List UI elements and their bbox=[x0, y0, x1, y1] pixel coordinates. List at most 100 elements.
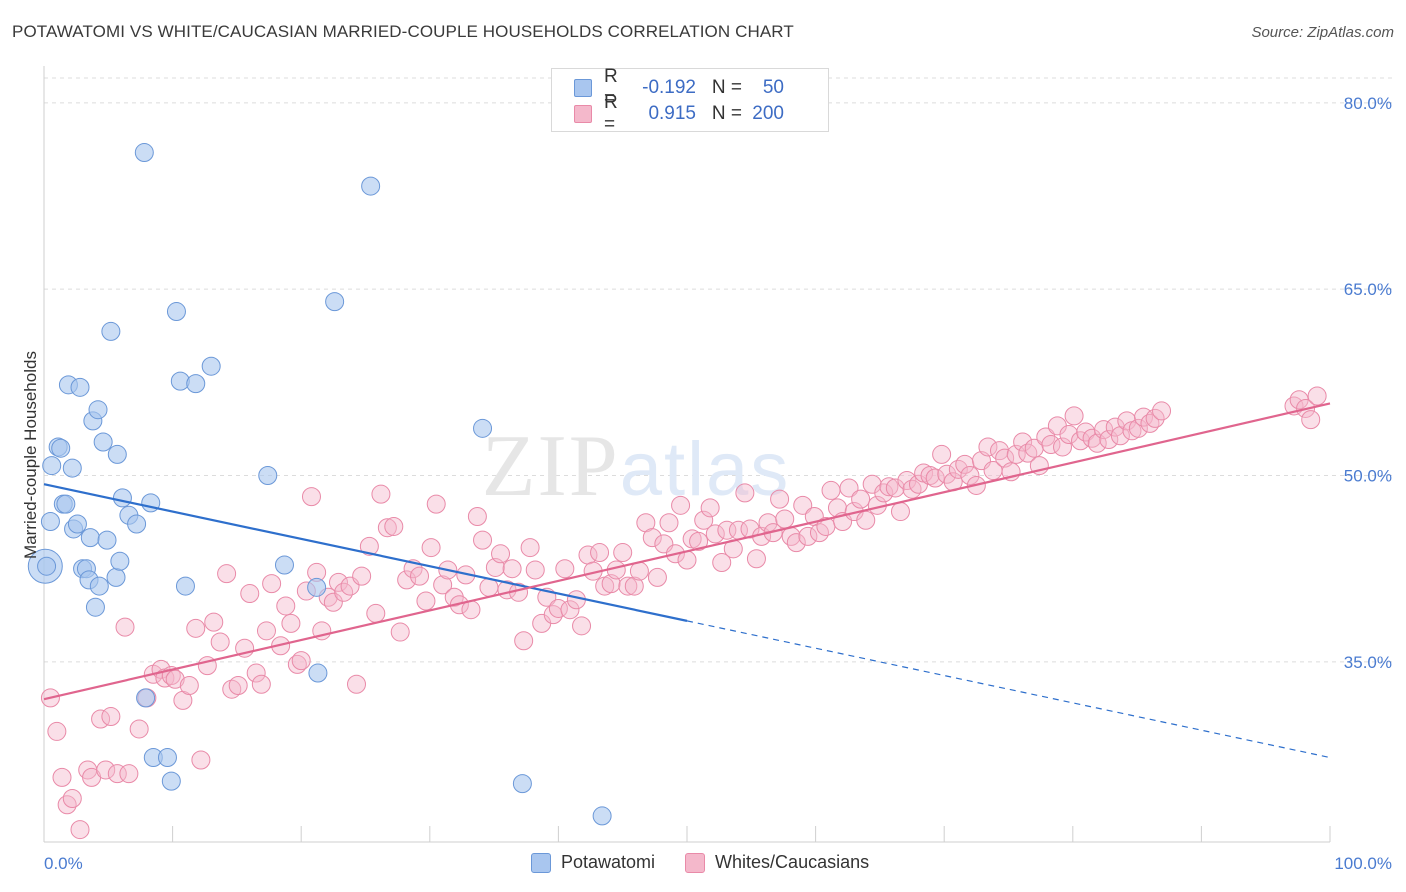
data-point-whites bbox=[352, 566, 372, 586]
trendline-potawatomi-extension bbox=[686, 620, 1331, 759]
data-point-whites bbox=[618, 576, 638, 596]
data-point-whites bbox=[1018, 443, 1038, 463]
data-point-potawatomi bbox=[512, 774, 532, 794]
data-point-potawatomi bbox=[258, 466, 278, 486]
data-point-whites bbox=[421, 538, 441, 558]
data-point-potawatomi bbox=[161, 771, 181, 791]
data-point-potawatomi bbox=[93, 432, 113, 452]
legend-r-value: 0.915 bbox=[648, 103, 696, 124]
data-point-whites bbox=[572, 616, 592, 636]
legend-r-label: R = bbox=[604, 66, 618, 109]
data-point-whites bbox=[52, 767, 72, 787]
y-tick-label: 50.0% bbox=[1344, 467, 1392, 486]
data-point-whites bbox=[222, 679, 242, 699]
data-point-whites bbox=[659, 513, 679, 533]
data-point-whites bbox=[416, 591, 436, 611]
data-point-whites bbox=[613, 543, 633, 563]
bottom-legend-whites[interactable]: Whites/Caucasians bbox=[685, 852, 869, 873]
data-point-whites bbox=[328, 572, 348, 592]
data-point-whites bbox=[514, 631, 534, 651]
y-tick-label: 80.0% bbox=[1344, 94, 1392, 113]
data-point-whites bbox=[624, 576, 644, 596]
data-point-whites bbox=[101, 707, 121, 727]
data-point-potawatomi bbox=[85, 597, 105, 617]
data-point-potawatomi bbox=[97, 530, 117, 550]
data-point-potawatomi bbox=[592, 806, 612, 826]
y-tick-label: 65.0% bbox=[1344, 280, 1392, 299]
data-point-whites bbox=[301, 487, 321, 507]
data-point-potawatomi bbox=[101, 321, 121, 341]
data-point-potawatomi bbox=[51, 438, 71, 458]
data-point-whites bbox=[1041, 434, 1061, 454]
data-point-whites bbox=[560, 600, 580, 620]
data-point-whites bbox=[366, 603, 386, 623]
data-point-whites bbox=[473, 530, 493, 550]
data-point-whites bbox=[590, 543, 610, 563]
axes bbox=[43, 66, 1331, 843]
data-point-whites bbox=[287, 654, 307, 674]
data-point-potawatomi bbox=[127, 514, 147, 534]
x-tick-label: 100.0% bbox=[1334, 854, 1392, 873]
source-note: Source: ZipAtlas.com bbox=[1251, 24, 1394, 41]
data-point-whites bbox=[1301, 410, 1321, 430]
data-point-potawatomi bbox=[70, 377, 90, 397]
data-point-whites bbox=[179, 675, 199, 695]
legend-row-whites: R = 0.915 N = 200 bbox=[574, 92, 784, 135]
bottom-legend-potawatomi[interactable]: Potawatomi bbox=[531, 852, 655, 873]
data-point-whites bbox=[210, 632, 230, 652]
data-point-potawatomi bbox=[62, 458, 82, 478]
data-point-whites bbox=[735, 483, 755, 503]
data-point-potawatomi bbox=[89, 576, 109, 596]
legend-box: R = -0.192 N = 50 R = 0.915 N = 200 bbox=[551, 66, 829, 135]
data-point-whites bbox=[978, 437, 998, 457]
data-point-whites bbox=[467, 507, 487, 527]
data-point-whites bbox=[879, 477, 899, 497]
data-point-whites bbox=[937, 464, 957, 484]
grid-lines bbox=[44, 77, 1392, 663]
data-point-potawatomi bbox=[37, 556, 57, 576]
series-whites-caucasians bbox=[40, 386, 1327, 840]
data-point-whites bbox=[925, 468, 945, 488]
legend-swatch-blue bbox=[574, 79, 592, 97]
bottom-legend-swatch-pink bbox=[685, 852, 706, 873]
data-point-whites bbox=[115, 617, 135, 637]
data-point-whites bbox=[217, 564, 237, 584]
legend-n-value: 200 bbox=[752, 103, 784, 124]
y-axis-label: Married-couple Households bbox=[21, 351, 40, 559]
data-point-potawatomi bbox=[40, 511, 60, 531]
data-point-whites bbox=[525, 560, 545, 580]
data-point-whites bbox=[705, 524, 725, 544]
data-point-whites bbox=[960, 466, 980, 486]
data-point-whites bbox=[96, 760, 116, 780]
data-point-potawatomi bbox=[186, 374, 206, 394]
data-point-whites bbox=[281, 613, 301, 633]
data-point-whites bbox=[948, 459, 968, 479]
data-point-whites bbox=[642, 528, 662, 548]
data-point-whites bbox=[251, 674, 271, 694]
watermark-zip: ZIP bbox=[482, 418, 620, 515]
data-point-potawatomi bbox=[56, 494, 76, 514]
data-point-potawatomi bbox=[42, 456, 62, 476]
data-point-potawatomi bbox=[112, 488, 132, 508]
data-point-whites bbox=[165, 669, 185, 689]
data-point-whites bbox=[228, 675, 248, 695]
legend-n-value: 50 bbox=[762, 77, 784, 98]
legend-n-label: N = bbox=[711, 103, 742, 124]
data-point-potawatomi bbox=[107, 444, 127, 464]
data-point-whites bbox=[377, 518, 397, 538]
data-point-whites bbox=[397, 570, 417, 590]
data-point-whites bbox=[885, 478, 905, 498]
data-point-whites bbox=[256, 621, 276, 641]
data-point-potawatomi bbox=[175, 576, 195, 596]
data-point-whites bbox=[897, 470, 917, 490]
data-point-whites bbox=[323, 592, 343, 612]
data-point-whites bbox=[839, 478, 859, 498]
data-point-whites bbox=[70, 820, 90, 840]
data-point-whites bbox=[746, 549, 766, 569]
data-point-whites bbox=[647, 567, 667, 587]
data-point-whites bbox=[890, 502, 910, 522]
data-point-whites bbox=[717, 520, 737, 540]
data-point-potawatomi bbox=[307, 577, 327, 597]
data-point-potawatomi bbox=[110, 551, 130, 571]
